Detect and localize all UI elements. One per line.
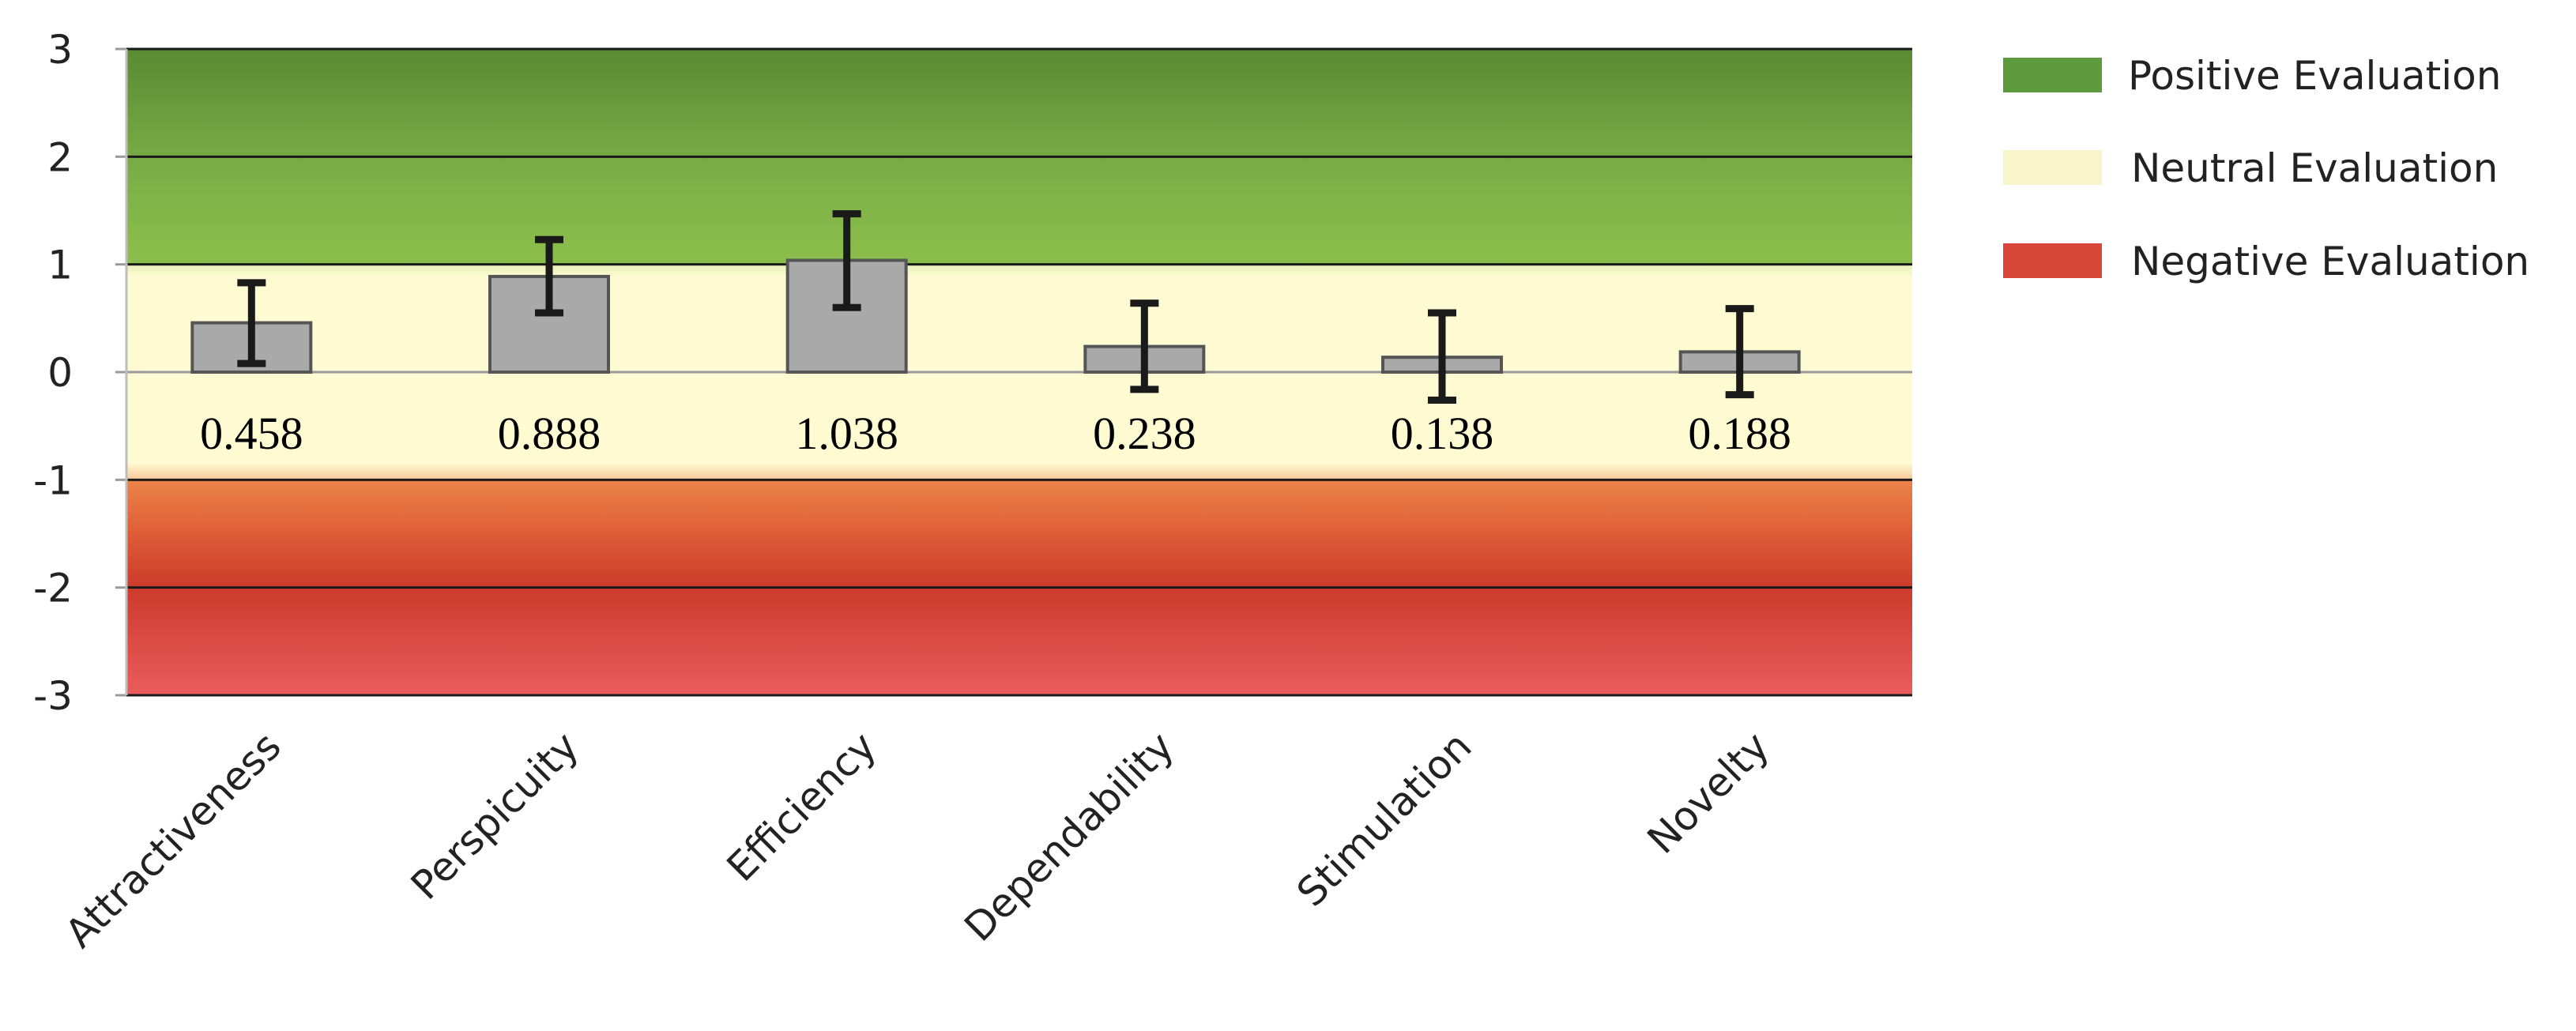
y-tick-label: 2 — [47, 134, 73, 180]
legend-swatch — [2003, 243, 2102, 278]
gridlines — [115, 47, 1912, 697]
y-tick-label: 3 — [47, 27, 73, 73]
category-label: Novelty — [1639, 723, 1778, 862]
category-label: Perspicuity — [402, 723, 588, 909]
category-label: Stimulation — [1288, 723, 1480, 915]
y-tick-label: 0 — [47, 350, 73, 396]
legend-swatch — [2003, 150, 2102, 185]
category-label: Dependability — [955, 723, 1182, 950]
data-labels: 0.458 0.888 1.038 0.238 0.138 0.188 — [200, 408, 1791, 459]
data-label: 0.238 — [1093, 408, 1196, 459]
legend-label: Positive Evaluation — [2128, 53, 2501, 99]
data-label: 0.138 — [1391, 408, 1494, 459]
y-tick-labels: 3 2 1 0 -1 -2 -3 — [33, 27, 73, 719]
data-label: 1.038 — [795, 408, 898, 459]
y-tick-label: -2 — [33, 566, 73, 611]
legend-swatch — [2003, 58, 2102, 92]
y-tick-label: -1 — [33, 457, 73, 503]
legend-label: Negative Evaluation — [2131, 239, 2529, 284]
y-tick-label: -3 — [33, 673, 73, 719]
legend-label: Neutral Evaluation — [2131, 145, 2498, 191]
error-bars — [237, 210, 1754, 404]
data-label: 0.188 — [1688, 408, 1791, 459]
category-label: Efficiency — [718, 723, 885, 890]
y-tick-label: 1 — [47, 243, 73, 288]
data-label: 0.458 — [200, 408, 303, 459]
data-label: 0.888 — [498, 408, 601, 459]
legend: Positive Evaluation Neutral Evaluation Neg… — [2003, 53, 2529, 284]
category-labels: Attractiveness Perspicuity Efficiency Depen… — [57, 723, 1779, 956]
category-label: Attractiveness — [57, 723, 290, 956]
